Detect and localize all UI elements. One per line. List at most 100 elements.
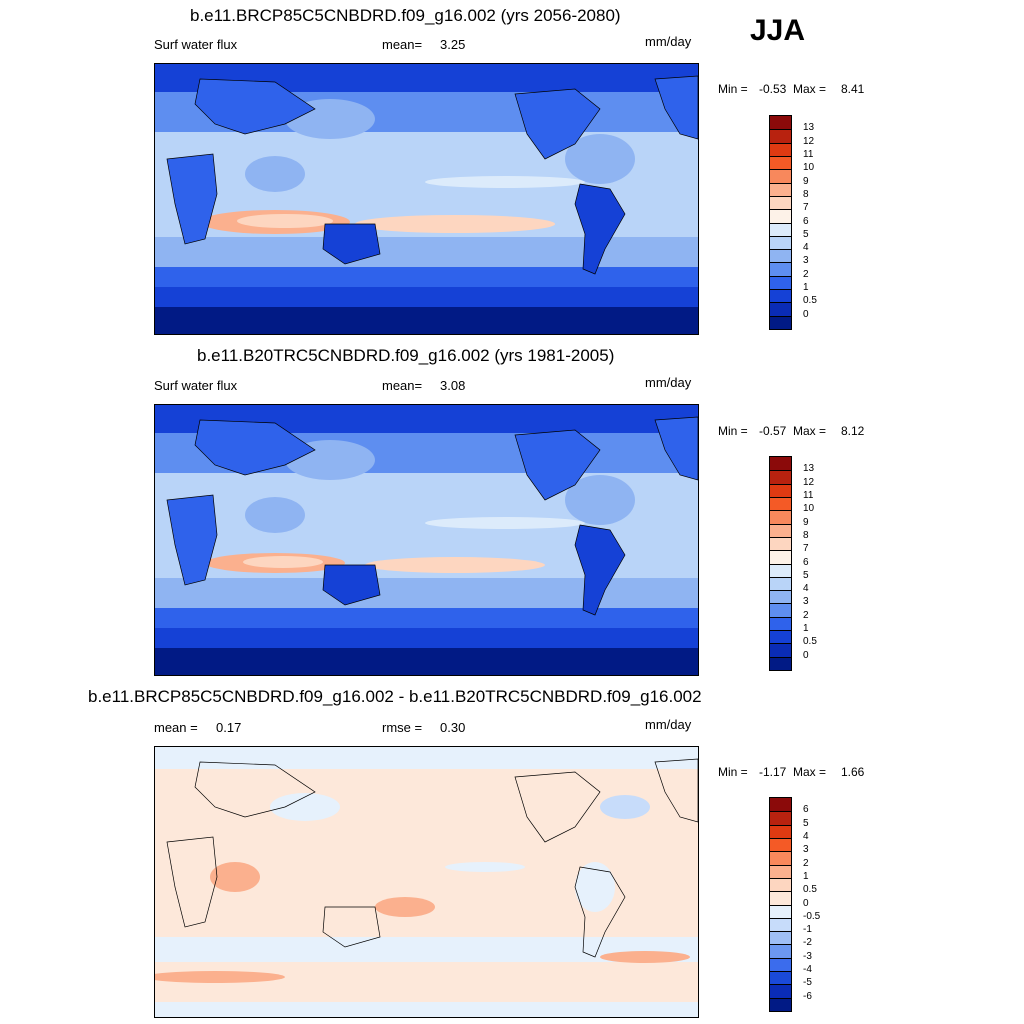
panel-3-map-plot <box>155 747 698 1017</box>
colorbar-swatch <box>770 235 791 250</box>
colorbar-swatch <box>770 169 791 183</box>
colorbar-tick-label: 11 <box>803 489 814 501</box>
colorbar-swatch <box>770 222 791 236</box>
colorbar-tick-label: -5 <box>803 977 812 989</box>
panel-2-variable-label: Surf water flux <box>154 378 238 393</box>
colorbar-tick-label: 2 <box>803 857 809 869</box>
colorbar-swatch <box>770 824 791 838</box>
colorbar-swatch <box>770 616 791 631</box>
panel-2-mean-label: mean= <box>382 378 423 393</box>
colorbar-tick-label: 0.5 <box>803 884 817 896</box>
colorbar-swatch <box>770 209 791 223</box>
colorbar-tick-label: 12 <box>803 135 815 147</box>
panel-1-title: b.e11.BRCP85C5CNBDRD.f09_g16.002 (yrs 20… <box>190 6 621 25</box>
panel-1-map-plot <box>155 64 698 334</box>
colorbar-tick-label: -2 <box>803 937 812 949</box>
colorbar-swatch <box>770 563 791 577</box>
colorbar-swatch <box>770 851 791 865</box>
colorbar-tick-label: 6 <box>803 556 809 568</box>
colorbar-tick-label: 0 <box>803 897 809 909</box>
colorbar-swatch <box>770 656 791 670</box>
panel-3-title: b.e11.BRCP85C5CNBDRD.f09_g16.002 - b.e11… <box>88 687 702 706</box>
colorbar-swatch <box>770 496 791 511</box>
colorbar-tick-label: -1 <box>803 924 812 936</box>
colorbar-tick-label: 3 <box>803 596 809 608</box>
colorbar-tick-label: 9 <box>803 175 809 187</box>
colorbar-swatch <box>770 536 791 551</box>
colorbar-tick-label: 5 <box>803 817 809 829</box>
colorbar-swatch <box>770 630 791 644</box>
colorbar-tick-label: 13 <box>803 463 815 475</box>
colorbar-tick-label: 0.5 <box>803 636 817 648</box>
panel-2-units: mm/day <box>645 375 692 390</box>
panel-3-mean-value: 0.17 <box>216 720 242 735</box>
panel-2-max-label: Max = <box>793 424 827 438</box>
colorbar-swatch <box>770 798 791 812</box>
colorbar-tick-label: 13 <box>803 122 815 134</box>
colorbar-swatch <box>770 155 791 170</box>
colorbar-swatch <box>770 262 791 276</box>
colorbar-tick-label: 12 <box>803 476 815 488</box>
colorbar-swatch <box>770 457 791 471</box>
colorbar-tick-label: -0.5 <box>803 910 821 922</box>
panel-3-rmse-value: 0.30 <box>440 720 466 735</box>
panel-2-colorbar <box>769 456 792 671</box>
colorbar-tick-label: 4 <box>803 830 809 842</box>
colorbar-tick-label: 0 <box>803 308 809 320</box>
colorbar-swatch <box>770 931 791 945</box>
colorbar-tick-label: 5 <box>803 228 809 240</box>
colorbar-tick-label: -3 <box>803 950 812 962</box>
colorbar-tick-label: 0.5 <box>803 295 817 307</box>
colorbar-tick-label: 10 <box>803 503 815 515</box>
colorbar-swatch <box>770 864 791 878</box>
colorbar-tick-label: 4 <box>803 583 809 595</box>
colorbar-swatch <box>770 603 791 617</box>
colorbar-swatch <box>770 957 791 972</box>
panel-1-max-label: Max = <box>793 82 827 96</box>
panel-2-min-label: Min = <box>718 424 748 438</box>
colorbar-swatch <box>770 944 791 958</box>
colorbar-tick-label: 3 <box>803 255 809 267</box>
panel-3-min-value: -1.17 <box>759 765 787 779</box>
colorbar-tick-label: 10 <box>803 162 815 174</box>
colorbar-swatch <box>770 984 791 998</box>
colorbar-swatch <box>770 315 791 329</box>
colorbar-tick-label: -6 <box>803 990 812 1002</box>
colorbar-swatch <box>770 917 791 932</box>
panel-3-map <box>154 746 699 1018</box>
panel-1-map <box>154 63 699 335</box>
colorbar-swatch <box>770 891 791 905</box>
colorbar-tick-label: 6 <box>803 804 809 816</box>
panel-3-max-value: 1.66 <box>841 765 865 779</box>
panel-3-rmse-label: rmse = <box>382 720 423 735</box>
colorbar-tick-label: 2 <box>803 268 809 280</box>
panel-3-mean-label: mean = <box>154 720 198 735</box>
panel-2-title: b.e11.B20TRC5CNBDRD.f09_g16.002 (yrs 198… <box>197 346 615 365</box>
panel-2-mean-value: 3.08 <box>440 378 466 393</box>
colorbar-swatch <box>770 249 791 263</box>
colorbar-swatch <box>770 997 791 1011</box>
panel-1-min-label: Min = <box>718 82 748 96</box>
panel-2-map <box>154 404 699 676</box>
colorbar-swatch <box>770 195 791 210</box>
colorbar-tick-label: 8 <box>803 188 809 200</box>
panel-1-mean-value: 3.25 <box>440 37 466 52</box>
colorbar-swatch <box>770 550 791 564</box>
colorbar-tick-label: 6 <box>803 215 809 227</box>
colorbar-swatch <box>770 837 791 852</box>
colorbar-tick-label: 3 <box>803 844 809 856</box>
colorbar-swatch <box>770 811 791 825</box>
colorbar-swatch <box>770 116 791 130</box>
colorbar-tick-label: -4 <box>803 964 812 976</box>
panel-1-units: mm/day <box>645 34 692 49</box>
panel-3-max-label: Max = <box>793 765 827 779</box>
colorbar-swatch <box>770 182 791 196</box>
colorbar-tick-label: 5 <box>803 569 809 581</box>
colorbar-tick-label: 0 <box>803 649 809 661</box>
colorbar-tick-label: 9 <box>803 516 809 528</box>
colorbar-swatch <box>770 470 791 484</box>
panel-2-max-value: 8.12 <box>841 424 865 438</box>
colorbar-swatch <box>770 483 791 497</box>
colorbar-tick-label: 7 <box>803 202 809 214</box>
panel-2-min-value: -0.57 <box>759 424 787 438</box>
